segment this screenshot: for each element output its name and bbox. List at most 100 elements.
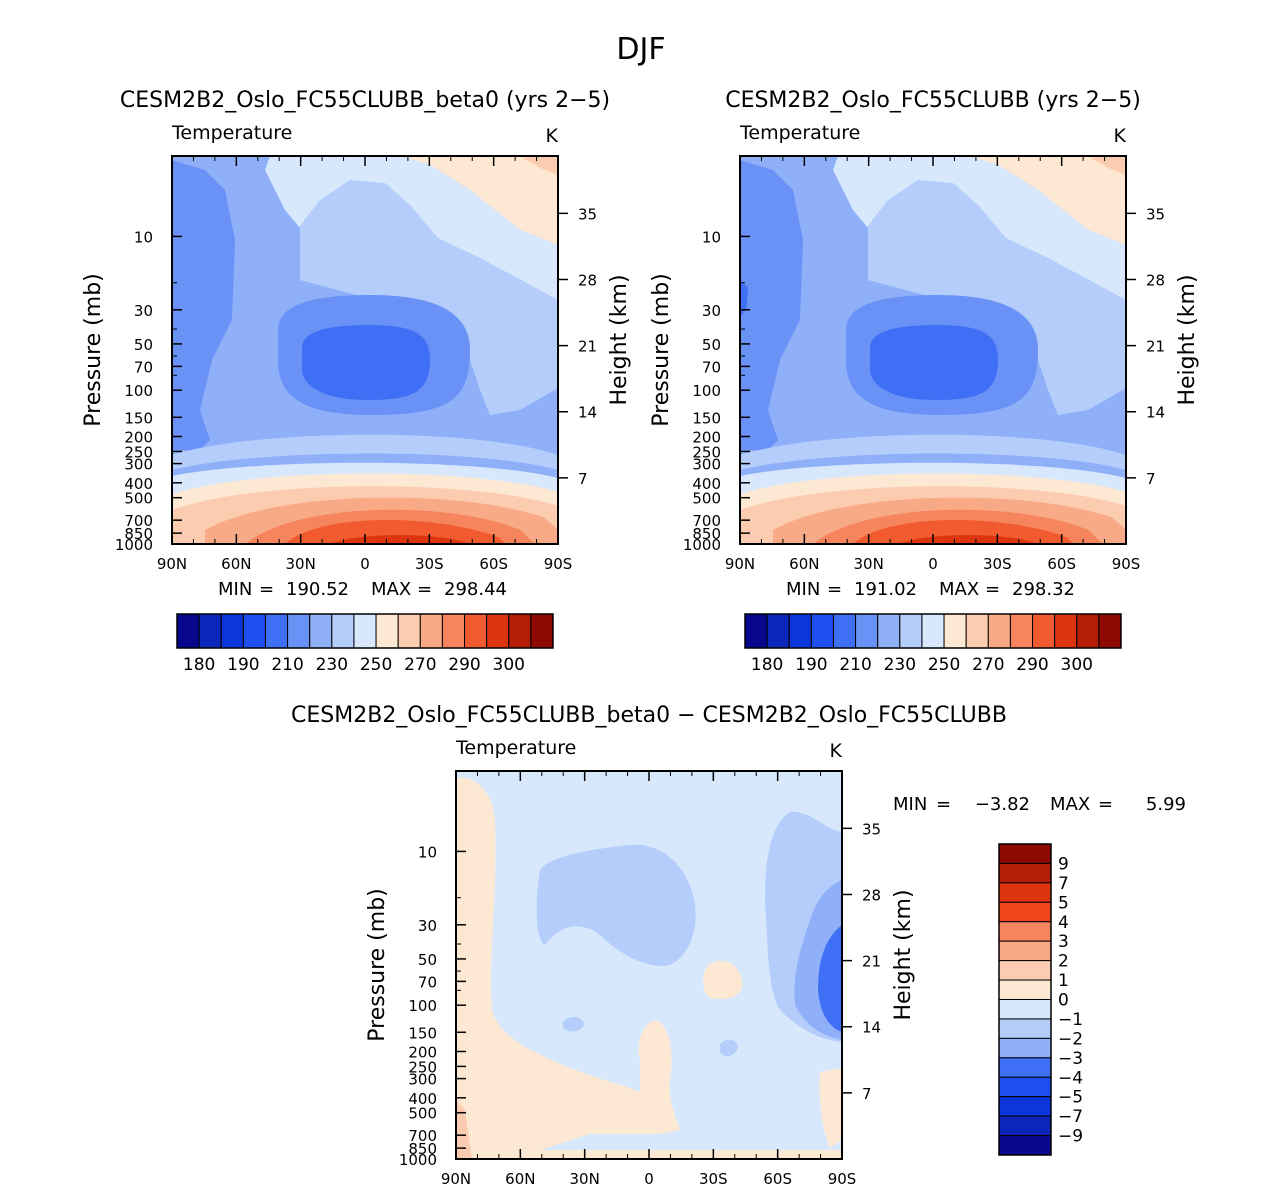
panel-b-title: CESM2B2_Oslo_FC55CLUBB (yrs 2−5) [725,88,1141,113]
colorbar-box [766,613,790,649]
contour-band-b-t290 [853,519,1073,544]
y-right-tick-label: 28 [862,886,881,904]
y-tick-label: 10 [134,228,153,246]
y-right-tick-label: 35 [1146,205,1165,223]
colorbar-box [998,1115,1052,1137]
colorbar-box [998,1037,1052,1059]
x-tick-label: 30N [570,1170,600,1188]
y-tick-label: 500 [124,490,153,508]
contour-band-c-cool-dot-1 [563,1016,584,1032]
x-tick-label: 90S [544,555,573,573]
x-tick-label: 60N [221,555,251,573]
colorbar-box [464,613,488,649]
colorbar-box [744,613,768,649]
x-tick-label: 60N [789,555,819,573]
y-tick-label: 850 [408,1140,437,1158]
colorbar-box [832,613,857,649]
colorbar-label: 290 [448,655,480,675]
y-tick-label: 100 [124,382,153,400]
colorbar-label: 190 [795,655,827,675]
colorbar-box [998,882,1052,903]
panel-b-field-label: Temperature [739,122,860,144]
colorbar-label: 230 [316,655,348,675]
panel-b-units-label: K [1114,125,1127,147]
y-right-tick-label: 28 [578,271,597,289]
colorbar-box [287,613,311,649]
colorbar-box [998,999,1052,1020]
panel-c-contours [456,771,842,1159]
colorbar-label: 7 [1058,874,1069,894]
panel-b-ylabel-right: Height (km) [1175,274,1200,405]
panel-b-max-value: 298.32 [1012,579,1075,600]
colorbar-box [353,613,377,649]
contour-band-b-warm-top [968,156,1126,245]
colorbar-box [998,1057,1052,1078]
colorbar-label: 180 [751,655,783,675]
colorbar-box [998,921,1052,942]
panel-a-max-sep: = [417,579,432,600]
y-right-tick-label: 14 [862,1019,881,1037]
colorbar-box [998,979,1052,1000]
y-tick-label: 30 [418,917,437,935]
colorbar-label: 290 [1016,655,1048,675]
colorbar-box [397,613,421,649]
x-tick-label: 60N [505,1170,535,1188]
colorbar-label: 2 [1058,952,1069,972]
colorbar-label: −2 [1058,1029,1083,1049]
colorbar-box [998,862,1052,884]
panel-c-units-label: K [830,740,843,762]
panel-c-ylabel: Pressure (mb) [365,888,390,1042]
colorbar-label: 4 [1058,913,1069,933]
panel-a-max-value: 298.44 [444,579,507,600]
y-tick-label: 300 [408,1071,437,1089]
x-tick-label: 30S [699,1170,728,1188]
y-tick-label: 400 [692,475,721,493]
colorbar-label: 300 [1061,655,1093,675]
colorbar-box [486,613,510,649]
y-tick-label: 1000 [115,536,153,554]
x-tick-label: 60S [763,1170,792,1188]
colorbar-box [998,1018,1052,1039]
colorbar-box [530,613,554,649]
contour-band-c-warm-left [456,777,680,1159]
contour-band-a-warm-top [400,156,558,245]
colorbar-box [965,613,989,649]
y-tick-label: 1000 [399,1151,437,1169]
y-tick-label: 10 [418,843,437,861]
colorbar-box [998,843,1052,864]
panel-b-max-sep: = [985,579,1000,600]
contour-band-a-tropopause [172,434,558,470]
y-tick-label: 700 [124,512,153,530]
panel-c-ylabel-right: Height (km) [891,889,916,1020]
colorbar-box [877,613,901,649]
y-tick-label: 50 [702,336,721,354]
panel-a-min-sep: = [259,579,274,600]
panel-b-min-label: MIN [786,579,820,600]
contour-band-c-cool-pool [536,844,696,966]
colorbar-label: −7 [1058,1107,1083,1127]
colorbar-label: −1 [1058,1010,1083,1030]
colorbar-label: 210 [271,655,303,675]
panel-a-axes: 90N 60N 30N 0 30S 60S 90S103050701001502002503… [115,156,597,573]
panel-c-max-sep: = [1098,794,1113,815]
contour-band-b-trop-inner [870,325,998,400]
contour-band-b-warm-corner [1088,156,1126,175]
y-tick-label: 150 [124,409,153,427]
colorbar-box [987,613,1011,649]
contour-band-a-trop-inner [302,325,430,400]
colorbar-box [419,613,443,649]
y-right-tick-label: 14 [578,404,597,422]
panel-c-min-value: −3.82 [975,794,1030,815]
x-tick-label: 30S [983,555,1012,573]
contour-band-b-polar-vortex [740,160,803,450]
y-tick-label: 70 [702,358,721,376]
x-tick-label: 90N [441,1170,471,1188]
colorbar-box [998,940,1052,962]
panel-a-ylabel-right: Height (km) [607,274,632,405]
contour-band-a-polar-vortex [172,160,235,450]
colorbar-box [375,613,399,649]
y-tick-label: 1000 [683,536,721,554]
panel-b-min-sep: = [827,579,842,600]
colorbar-box [998,1096,1052,1117]
